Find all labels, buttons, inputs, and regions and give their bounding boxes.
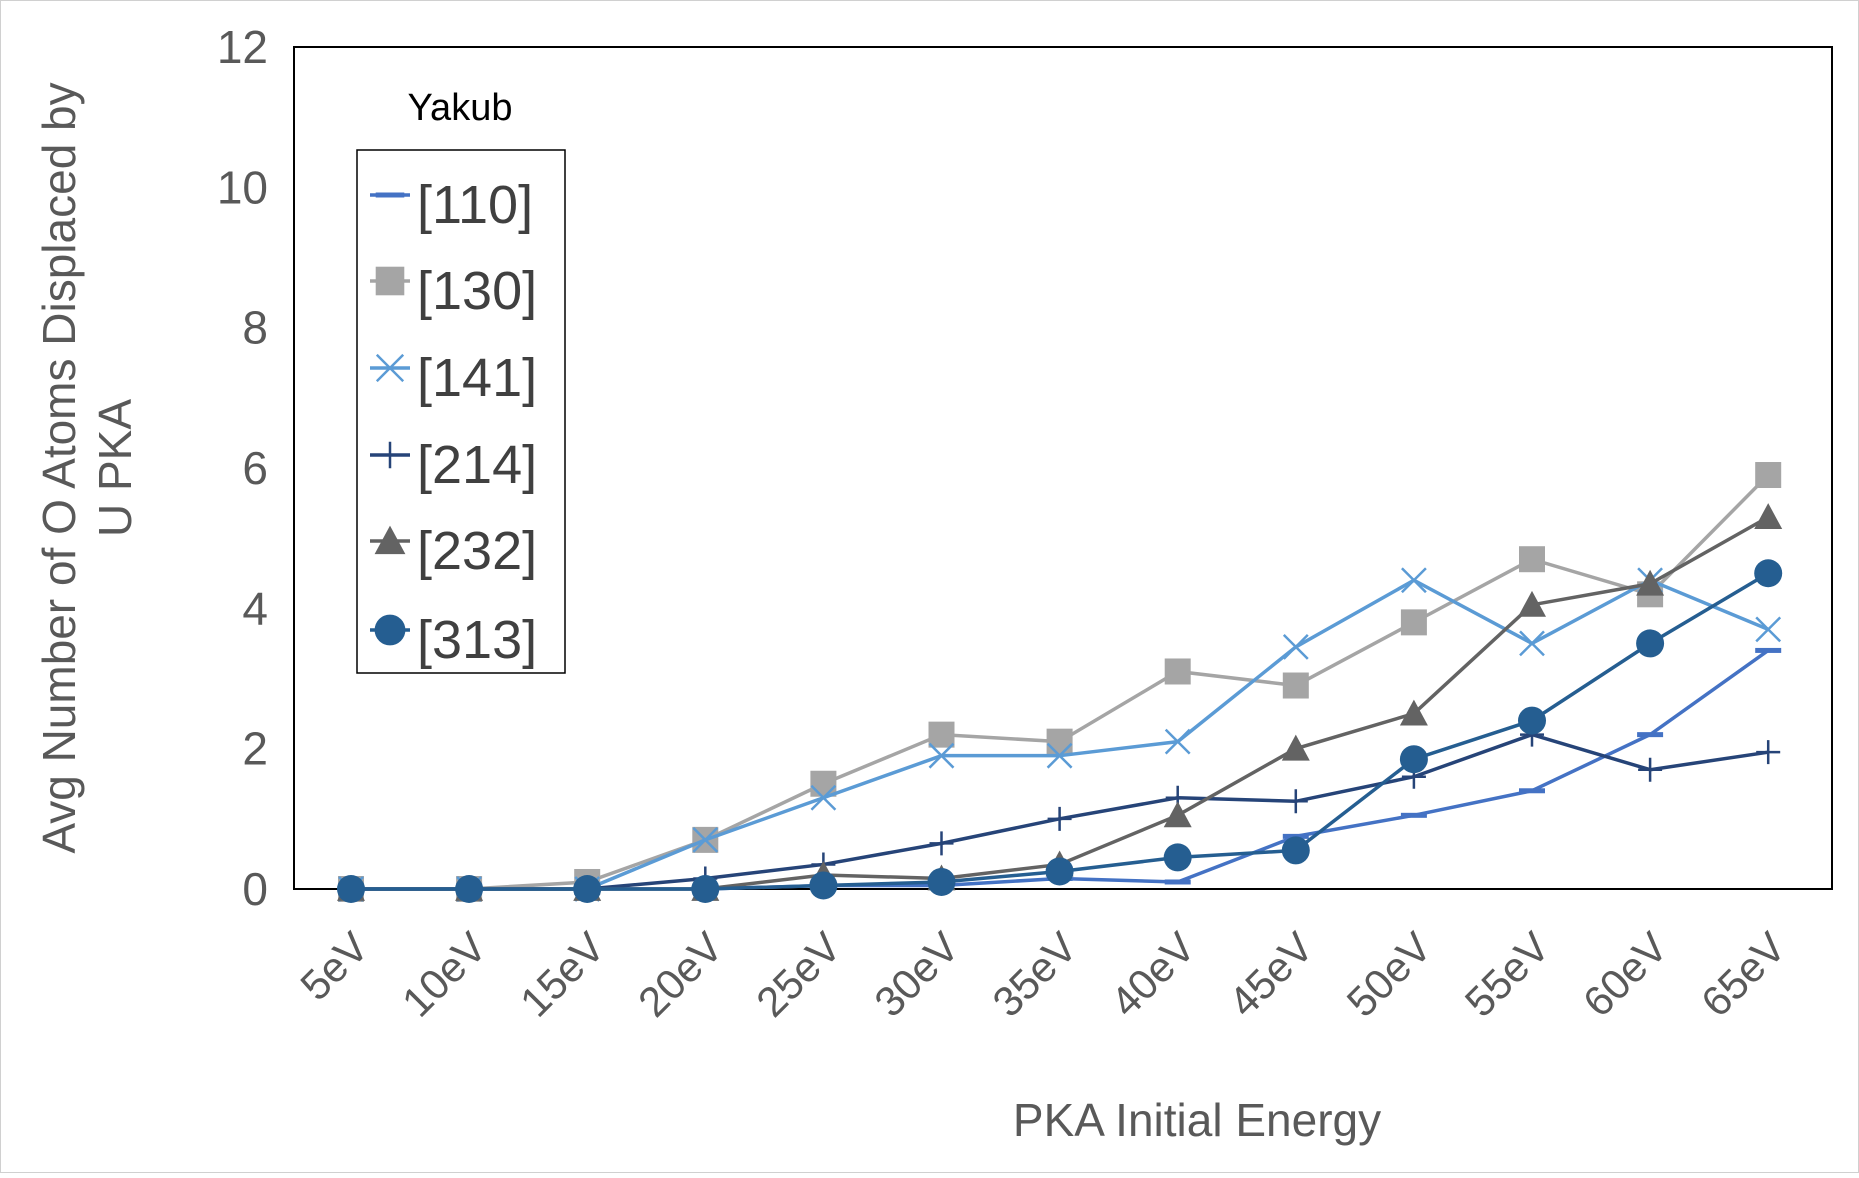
series-141-point-65ev bbox=[1755, 616, 1782, 643]
series-130-point-65ev bbox=[1755, 462, 1782, 489]
series-110-point-60ev bbox=[1637, 732, 1664, 738]
series-214-point-30ev bbox=[929, 831, 954, 856]
legend: Yakub [110] [130] [141] [214] [232] [313] bbox=[356, 87, 566, 674]
legend-item-214: [214] bbox=[370, 435, 537, 495]
series-313 bbox=[337, 559, 1783, 903]
series-141-point-25ev bbox=[810, 784, 837, 811]
series-232-point-40ev bbox=[1163, 801, 1192, 828]
series-110-point-40ev bbox=[1164, 879, 1191, 885]
series-130-point-50ev bbox=[1400, 609, 1427, 636]
plot-area bbox=[293, 46, 1833, 890]
series-110-point-55ev bbox=[1519, 788, 1545, 794]
series-130-point-55ev bbox=[1519, 546, 1545, 573]
series-141-point-20ev bbox=[692, 826, 719, 853]
series-232-point-55ev bbox=[1518, 590, 1546, 617]
series-313-point-35ev bbox=[1045, 857, 1074, 886]
legend-item-130-label: [130] bbox=[417, 261, 537, 321]
legend-items: [110] [130] [141] [214] [232] [313] bbox=[370, 175, 537, 670]
y-axis-title-line-2: U PKA bbox=[89, 399, 141, 537]
series-141-point-50ev bbox=[1401, 567, 1427, 594]
series-313-point-40ev bbox=[1163, 843, 1192, 872]
series-110-point-65ev bbox=[1755, 647, 1782, 653]
series-130-point-25ev bbox=[810, 770, 837, 797]
legend-item-141-label: [141] bbox=[417, 348, 537, 408]
legend-item-130-marker bbox=[375, 266, 405, 296]
series-141-point-30ev bbox=[928, 742, 955, 769]
legend-item-110-marker bbox=[375, 192, 405, 198]
y-axis-title-line-1: Avg Number of O Atoms Displaced by bbox=[33, 82, 85, 853]
y-tick-label-4: 4 bbox=[242, 582, 268, 634]
x-axis-title: PKA Initial Energy bbox=[1013, 1094, 1381, 1146]
y-tick-label-8: 8 bbox=[242, 302, 268, 354]
series-313-point-55ev bbox=[1518, 706, 1546, 735]
series-141-point-35ev bbox=[1046, 742, 1073, 769]
legend-box bbox=[356, 149, 566, 674]
y-axis: 0 2 4 6 8 10 12 bbox=[217, 21, 268, 915]
series-110-point-45ev bbox=[1282, 833, 1309, 839]
series-313-point-45ev bbox=[1281, 836, 1310, 865]
series-214-point-35ev bbox=[1047, 806, 1072, 831]
series-313-point-30ev bbox=[927, 867, 956, 896]
y-tick-label-6: 6 bbox=[242, 442, 268, 494]
series-313-point-5ev bbox=[337, 875, 365, 903]
series-layer bbox=[337, 462, 1783, 903]
series-313-point-15ev bbox=[573, 875, 602, 903]
series-130-point-45ev bbox=[1282, 672, 1309, 699]
series-130-point-40ev bbox=[1164, 658, 1191, 685]
legend-title: Yakub bbox=[408, 87, 513, 129]
series-313-point-60ev bbox=[1636, 629, 1665, 658]
legend-item-214-marker bbox=[376, 441, 404, 469]
series-232-point-50ev bbox=[1399, 699, 1428, 726]
y-tick-label-2: 2 bbox=[242, 723, 268, 775]
series-110-point-50ev bbox=[1400, 812, 1427, 818]
legend-item-313-marker bbox=[374, 614, 406, 646]
y-tick-label-0: 0 bbox=[242, 863, 268, 915]
series-141-point-45ev bbox=[1282, 634, 1309, 660]
legend-item-141-marker bbox=[375, 353, 405, 383]
series-313-point-65ev bbox=[1754, 559, 1783, 588]
series-214-point-60ev bbox=[1638, 757, 1663, 782]
legend-item-313: [313] bbox=[370, 610, 537, 670]
y-tick-label-12: 12 bbox=[217, 21, 268, 73]
legend-item-313-label: [313] bbox=[417, 610, 537, 670]
series-313-point-20ev bbox=[691, 875, 720, 903]
legend-item-141: [141] bbox=[370, 348, 537, 408]
series-214-point-45ev bbox=[1283, 789, 1308, 814]
legend-item-232-label: [232] bbox=[417, 521, 537, 581]
series-313-point-25ev bbox=[809, 871, 838, 900]
series-232-point-60ev bbox=[1636, 569, 1665, 596]
y-tick-label-10: 10 bbox=[217, 161, 268, 213]
series-130-point-35ev bbox=[1046, 728, 1073, 755]
series-130-point-30ev bbox=[928, 721, 955, 748]
y-axis-title: Avg Number of O Atoms Displaced by U PKA bbox=[33, 82, 141, 853]
series-232-point-45ev bbox=[1281, 734, 1310, 761]
legend-item-110: [110] bbox=[370, 175, 533, 235]
legend-item-214-label: [214] bbox=[417, 435, 537, 495]
legend-item-232: [232] bbox=[370, 521, 537, 581]
legend-item-110-label: [110] bbox=[417, 175, 533, 235]
series-141-point-55ev bbox=[1519, 630, 1545, 657]
series-214-point-65ev bbox=[1756, 740, 1781, 765]
legend-item-130: [130] bbox=[370, 261, 537, 321]
series-313-point-50ev bbox=[1399, 745, 1428, 774]
legend-item-232-marker bbox=[374, 525, 406, 555]
series-141-point-40ev bbox=[1164, 728, 1191, 755]
series-313-point-10ev bbox=[455, 875, 484, 903]
series-232-point-65ev bbox=[1754, 503, 1783, 530]
